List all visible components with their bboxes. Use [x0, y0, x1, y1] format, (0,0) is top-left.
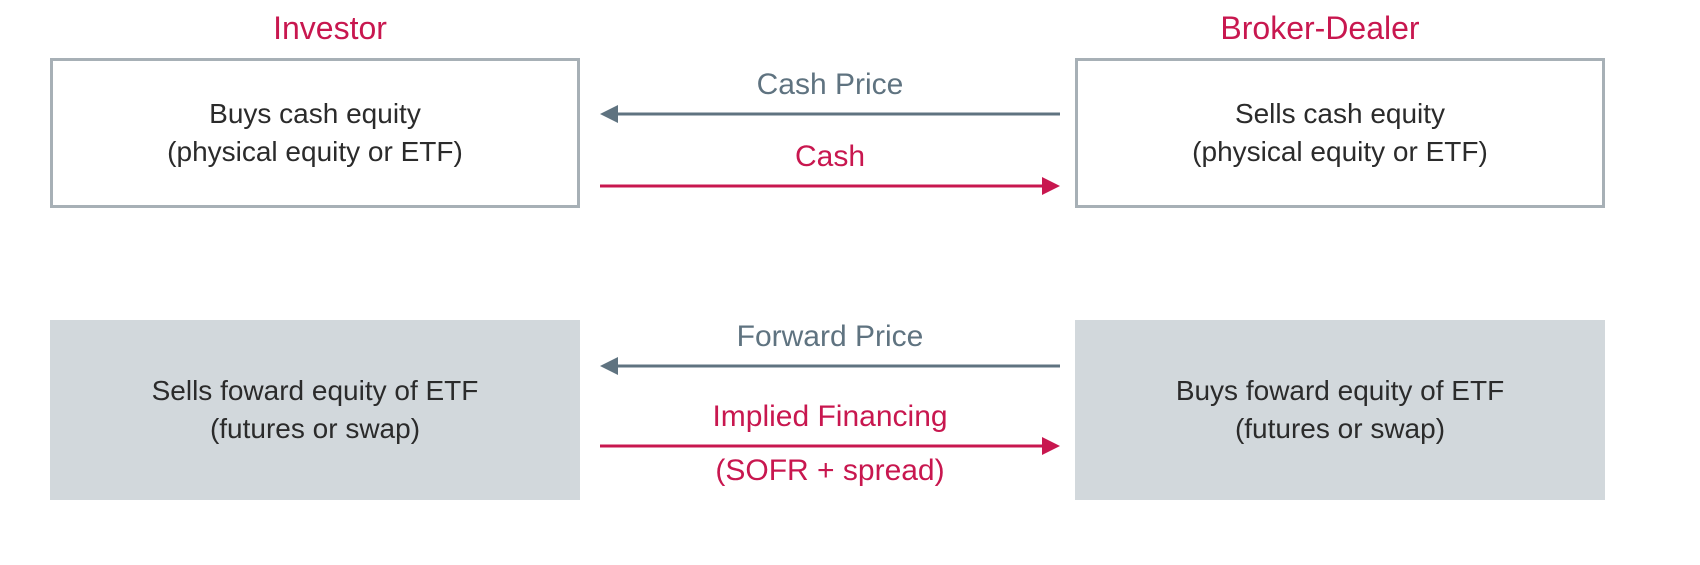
flow-diagram: Investor Broker-Dealer Buys cash equity … [0, 0, 1700, 565]
arrow-label: Implied Financing [600, 400, 1060, 434]
arrow-label: Cash Price [600, 68, 1060, 102]
arrow-label: Cash [600, 140, 1060, 174]
box-line1: Buys foward equity of ETF [1176, 372, 1504, 410]
header-broker-dealer: Broker-Dealer [1170, 10, 1470, 47]
arrow-sublabel: (SOFR + spread) [600, 454, 1060, 488]
arrow-cash: Cash [600, 140, 1060, 198]
box-dealer-cash: Sells cash equity (physical equity or ET… [1075, 58, 1605, 208]
box-line1: Buys cash equity [209, 95, 421, 133]
arrow-label: Forward Price [600, 320, 1060, 354]
box-investor-cash: Buys cash equity (physical equity or ETF… [50, 58, 580, 208]
arrow-icon [600, 174, 1060, 198]
arrow-forward-price: Forward Price [600, 320, 1060, 378]
box-investor-forward: Sells foward equity of ETF (futures or s… [50, 320, 580, 500]
box-line1: Sells foward equity of ETF [152, 372, 479, 410]
box-dealer-forward: Buys foward equity of ETF (futures or sw… [1075, 320, 1605, 500]
arrow-implied-financing: Implied Financing (SOFR + spread) [600, 400, 1060, 488]
box-line2: (futures or swap) [210, 410, 420, 448]
box-line1: Sells cash equity [1235, 95, 1445, 133]
arrow-icon [600, 354, 1060, 378]
box-line2: (futures or swap) [1235, 410, 1445, 448]
arrow-cash-price: Cash Price [600, 68, 1060, 126]
header-investor: Investor [230, 10, 430, 47]
box-line2: (physical equity or ETF) [167, 133, 463, 171]
arrow-icon [600, 102, 1060, 126]
box-line2: (physical equity or ETF) [1192, 133, 1488, 171]
